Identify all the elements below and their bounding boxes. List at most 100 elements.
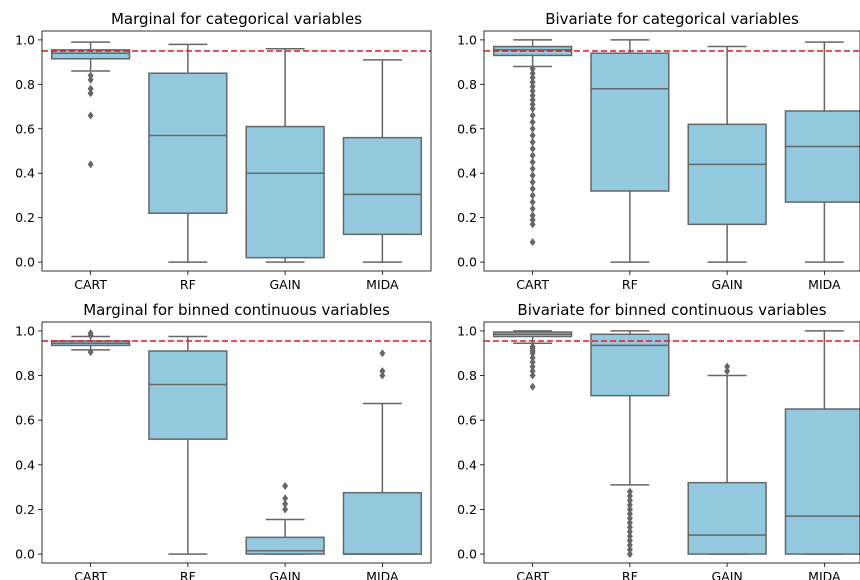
- box-iqr: [784, 110, 860, 203]
- y-tick-label: 0.4: [457, 457, 477, 472]
- x-tick-label: RF: [180, 277, 196, 292]
- y-tick-label: 0.4: [15, 166, 35, 181]
- outlier-point: [529, 362, 536, 371]
- outlier-point: [87, 348, 94, 357]
- box-rf: [590, 330, 670, 559]
- box-rf: [590, 39, 670, 263]
- outlier-point: [529, 353, 536, 362]
- outlier-point: [529, 191, 536, 200]
- x-tick-label: CART: [516, 569, 549, 580]
- x-tick-label: GAIN: [711, 277, 742, 292]
- box-iqr: [50, 49, 131, 60]
- y-tick-label: 0.2: [15, 210, 35, 225]
- box-cart: [492, 330, 573, 391]
- y-tick-label: 0.4: [15, 457, 35, 472]
- y-tick-label: 0.0: [457, 547, 477, 562]
- box-cart: [492, 39, 573, 247]
- outlier-point: [529, 184, 536, 193]
- x-tick-label: GAIN: [711, 569, 742, 580]
- x-tick-label: RF: [622, 569, 638, 580]
- outlier-point: [87, 75, 94, 84]
- outlier-point: [529, 238, 536, 247]
- box-mida: [784, 330, 860, 555]
- x-tick-label: CART: [516, 277, 549, 292]
- outlier-point: [626, 514, 633, 523]
- outlier-point: [87, 84, 94, 93]
- outlier-point: [529, 138, 536, 147]
- axes-frame: [483, 30, 860, 272]
- outlier-point: [529, 215, 536, 224]
- y-tick-label: 0.6: [457, 121, 477, 136]
- outlier-point: [529, 151, 536, 160]
- outlier-point: [529, 100, 536, 109]
- panel-1: Marginal for categorical variables 0.0 0.2…: [15, 10, 432, 292]
- outlier-point: [626, 500, 633, 509]
- box-iqr: [342, 491, 423, 555]
- box-gain: [687, 45, 767, 263]
- outlier-point: [724, 367, 731, 376]
- box-mida: [784, 41, 860, 263]
- y-tick-label: 1.0: [15, 323, 35, 338]
- box-iqr: [784, 408, 860, 555]
- outlier-point: [529, 220, 536, 229]
- outlier-point: [282, 505, 289, 514]
- outlier-point: [529, 144, 536, 153]
- y-tick-label: 0.8: [457, 368, 477, 383]
- box-gain: [245, 48, 325, 263]
- outlier-point: [529, 124, 536, 133]
- box-iqr: [590, 333, 670, 397]
- panel-3: Marginal for binned continuous variables…: [15, 301, 432, 580]
- outlier-point: [87, 329, 94, 338]
- x-tick-label: RF: [622, 277, 638, 292]
- outlier-point: [626, 536, 633, 545]
- outlier-point: [529, 382, 536, 391]
- outlier-point: [626, 487, 633, 496]
- outlier-point: [626, 532, 633, 541]
- outlier-point: [87, 89, 94, 98]
- y-tick-label: 0.0: [15, 547, 35, 562]
- y-tick-label: 0.6: [15, 413, 35, 428]
- outlier-point: [626, 527, 633, 536]
- box-iqr: [687, 123, 767, 226]
- y-tick-label: 0.0: [457, 255, 477, 270]
- y-tick-label: 0.2: [457, 210, 477, 225]
- outlier-point: [529, 211, 536, 220]
- outlier-point: [87, 160, 94, 169]
- x-tick-label: RF: [180, 569, 196, 580]
- outlier-point: [626, 496, 633, 505]
- outlier-point: [529, 158, 536, 167]
- box-cart: [50, 41, 131, 169]
- outlier-point: [626, 505, 633, 514]
- outlier-point: [379, 371, 386, 380]
- panel-4: Bivariate for binned continuous variable…: [457, 301, 860, 580]
- box-iqr: [148, 350, 228, 440]
- outlier-point: [529, 164, 536, 173]
- box-iqr: [245, 536, 325, 555]
- box-iqr: [148, 72, 228, 214]
- y-tick-label: 1.0: [15, 32, 35, 47]
- outlier-point: [529, 371, 536, 380]
- box-iqr: [590, 52, 670, 192]
- y-tick-label: 0.0: [15, 255, 35, 270]
- box-mida: [342, 59, 423, 263]
- box-mida: [342, 349, 423, 555]
- outlier-point: [724, 362, 731, 371]
- outlier-point: [529, 104, 536, 113]
- outlier-point: [282, 482, 289, 491]
- x-tick-label: MIDA: [808, 277, 841, 292]
- y-tick-label: 0.2: [457, 502, 477, 517]
- chart-title: Bivariate for binned continuous variable…: [517, 301, 826, 319]
- x-tick-label: GAIN: [269, 569, 300, 580]
- outlier-point: [626, 518, 633, 527]
- outlier-point: [626, 550, 633, 559]
- outlier-point: [529, 178, 536, 187]
- outlier-point: [529, 171, 536, 180]
- outlier-point: [529, 78, 536, 87]
- y-tick-label: 0.6: [15, 121, 35, 136]
- outlier-point: [529, 198, 536, 207]
- y-tick-label: 1.0: [457, 323, 477, 338]
- outlier-point: [529, 118, 536, 127]
- outlier-point: [529, 358, 536, 367]
- outlier-point: [529, 91, 536, 100]
- outlier-point: [379, 349, 386, 358]
